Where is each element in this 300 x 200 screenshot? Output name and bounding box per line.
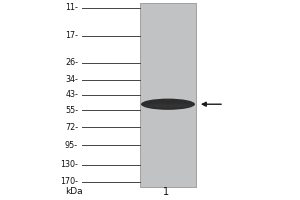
Text: 130-: 130- xyxy=(60,160,78,169)
Text: kDa: kDa xyxy=(65,188,83,196)
Text: 95-: 95- xyxy=(65,141,78,150)
Text: 43-: 43- xyxy=(65,90,78,99)
Ellipse shape xyxy=(141,99,195,110)
Bar xyxy=(140,3,196,187)
Ellipse shape xyxy=(144,104,192,108)
Text: 55-: 55- xyxy=(65,106,78,115)
Text: 170-: 170- xyxy=(60,178,78,186)
Text: 34-: 34- xyxy=(65,75,78,84)
Text: 11-: 11- xyxy=(65,3,78,12)
Text: 1: 1 xyxy=(163,187,169,197)
Text: 26-: 26- xyxy=(65,58,78,67)
Text: 72-: 72- xyxy=(65,123,78,132)
Text: 17-: 17- xyxy=(65,31,78,40)
